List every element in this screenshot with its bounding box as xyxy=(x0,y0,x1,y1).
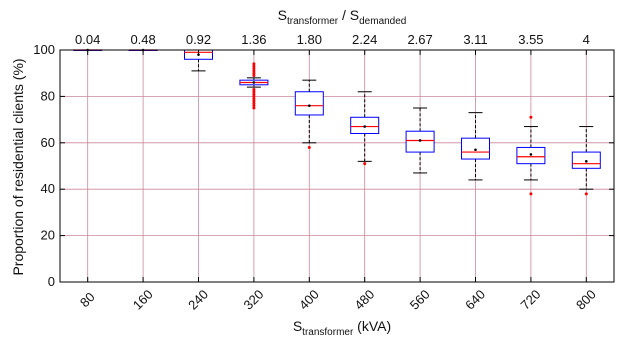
box-640 xyxy=(461,112,490,181)
y-tick-label: 0 xyxy=(48,274,55,289)
y-tick-label: 20 xyxy=(41,228,55,243)
box-320 xyxy=(239,62,269,110)
box-800 xyxy=(571,126,601,196)
outlier-point xyxy=(252,74,256,78)
outlier-point xyxy=(252,87,256,91)
mean-marker xyxy=(252,81,256,84)
outlier-point xyxy=(252,64,256,68)
top-tick-label: 2.24 xyxy=(352,32,377,47)
top-tick-label: 0.92 xyxy=(186,32,211,47)
outlier-point xyxy=(252,101,256,105)
outlier-point xyxy=(252,71,256,75)
box-series xyxy=(73,48,601,196)
box-720 xyxy=(516,115,546,196)
outlier-point xyxy=(307,145,311,149)
box-400 xyxy=(294,79,324,149)
outlier-point xyxy=(252,62,256,66)
outlier-point xyxy=(363,162,367,166)
axes: 0 20 40 60 80 100 80 0.04 160 0.48 240 0.92 320 1.36 4… xyxy=(33,32,615,313)
plot-frame xyxy=(59,49,615,283)
outlier-point xyxy=(252,90,256,94)
top-tick-label: 0.48 xyxy=(130,32,155,47)
outlier-point xyxy=(252,92,256,96)
outlier-point xyxy=(252,69,256,73)
top-tick-label: 4 xyxy=(583,32,590,47)
top-tick-label: 2.67 xyxy=(407,32,432,47)
outlier-point xyxy=(584,192,588,196)
x-tick-label: 640 xyxy=(462,287,488,313)
mean-marker xyxy=(474,148,477,152)
outlier-point xyxy=(529,192,533,196)
x-tick-label: 720 xyxy=(518,287,544,313)
outlier-point xyxy=(252,67,256,71)
box-560 xyxy=(405,107,435,174)
x-axis-title: Stransformer (kVA) xyxy=(293,318,391,338)
y-tick-label: 100 xyxy=(33,42,55,57)
mean-marker xyxy=(363,125,367,128)
mean-marker xyxy=(418,139,422,142)
x-tick-label: 320 xyxy=(241,287,267,313)
top-tick-label: 0.04 xyxy=(75,32,100,47)
top-axis-title: Stransformer / Sdemanded xyxy=(278,7,407,27)
x-tick-label: 80 xyxy=(77,289,98,310)
x-tick-label: 800 xyxy=(573,287,599,313)
outlier-point xyxy=(252,97,256,101)
mean-marker xyxy=(585,160,588,163)
top-tick-label: 1.80 xyxy=(297,32,322,47)
box-480 xyxy=(350,91,380,166)
y-axis-title: Proportion of residential clients (%) xyxy=(10,58,26,275)
outlier-point xyxy=(529,115,533,119)
x-tick-label: 560 xyxy=(407,287,433,313)
top-tick-label: 3.55 xyxy=(518,32,543,47)
y-tick-label: 60 xyxy=(41,135,55,150)
top-tick-label: 1.36 xyxy=(241,32,266,47)
mean-marker xyxy=(529,153,533,156)
x-tick-label: 480 xyxy=(351,287,377,313)
outlier-point xyxy=(252,99,256,103)
mean-marker xyxy=(308,104,311,107)
x-tick-label: 400 xyxy=(296,287,322,313)
outlier-point xyxy=(252,94,256,98)
x-tick-label: 240 xyxy=(185,287,211,313)
top-tick-label: 3.11 xyxy=(463,32,487,47)
y-tick-label: 80 xyxy=(41,88,55,103)
box-iqr xyxy=(294,91,324,116)
x-tick-label: 160 xyxy=(130,287,156,313)
outlier-point xyxy=(252,106,256,110)
outlier-point xyxy=(252,104,256,108)
y-tick-label: 40 xyxy=(41,181,55,196)
